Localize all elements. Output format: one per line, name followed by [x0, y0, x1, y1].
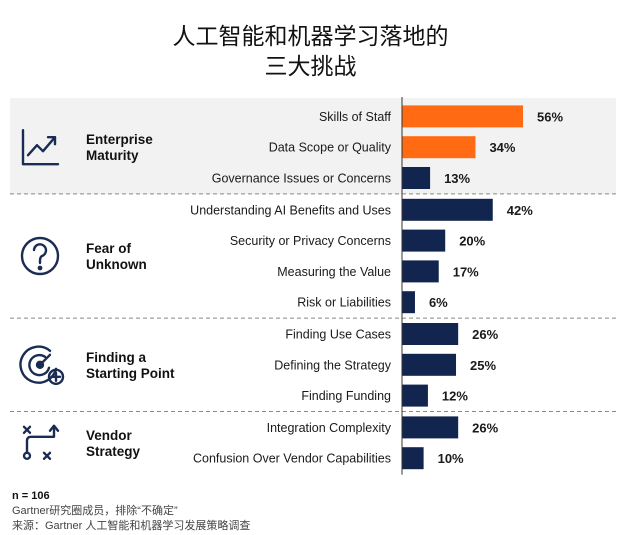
sample-size-note: n = 106 — [12, 490, 50, 502]
category-label-3-0: Integration Complexity — [267, 421, 392, 435]
category-label-2-1: Defining the Strategy — [274, 358, 391, 372]
category-label-1-3: Risk or Liabilities — [297, 296, 391, 310]
category-label-1-2: Measuring the Value — [277, 265, 391, 279]
bar-3-0 — [402, 416, 459, 439]
population-note: Gartner研究圈成员，排除“不确定” — [12, 505, 178, 517]
bar-0-2 — [402, 167, 431, 189]
category-label-2-0: Finding Use Cases — [285, 328, 391, 342]
category-label-1-1: Security or Privacy Concerns — [230, 234, 391, 248]
chart-title: 人工智能和机器学习落地的 三大挑战 — [0, 22, 621, 82]
group-name-1-line-2: Unknown — [86, 257, 147, 272]
bar-2-2 — [402, 384, 428, 407]
group-name-0-line-2: Maturity — [86, 148, 139, 163]
bar-1-2 — [402, 260, 439, 283]
category-label-3-1: Confusion Over Vendor Capabilities — [193, 452, 391, 466]
value-label-1-0: 42% — [507, 203, 533, 218]
value-label-0-2: 13% — [444, 171, 470, 186]
category-label-0-2: Governance Issues or Concerns — [212, 172, 391, 186]
bar-2-0 — [402, 323, 459, 345]
category-label-1-0: Understanding AI Benefits and Uses — [190, 203, 391, 217]
category-label-0-0: Skills of Staff — [319, 110, 392, 124]
value-label-0-0: 56% — [537, 109, 563, 124]
bar-0-1 — [402, 136, 476, 159]
source-note: 来源：Gartner 人工智能和机器学习发展策略调查 — [12, 520, 251, 532]
bar-3-1 — [402, 447, 424, 470]
category-label-2-2: Finding Funding — [301, 389, 391, 403]
bar-0-0 — [402, 105, 523, 128]
group-name-2-line-1: Finding a — [86, 350, 146, 365]
bar-2-1 — [402, 353, 457, 376]
chart-title-line-1: 人工智能和机器学习落地的 — [172, 24, 449, 50]
group-name-3-line-1: Vendor — [86, 428, 133, 443]
question-circle-icon — [20, 236, 60, 276]
value-label-1-1: 20% — [459, 234, 485, 249]
value-label-1-2: 17% — [453, 264, 479, 279]
bar-1-3 — [402, 291, 415, 314]
category-label-0-1: Data Scope or Quality — [269, 141, 392, 155]
group-name-1-line-1: Fear of — [86, 241, 132, 256]
strategy-play-icon — [22, 424, 60, 460]
trend-chart-icon — [21, 128, 60, 166]
group-name-0-line-1: Enterprise — [86, 132, 153, 147]
value-label-2-0: 26% — [472, 327, 498, 342]
value-label-0-1: 34% — [489, 140, 515, 155]
group-name-2-line-2: Starting Point — [86, 366, 175, 381]
value-label-3-1: 10% — [438, 451, 464, 466]
bar-1-0 — [402, 198, 493, 221]
value-label-2-2: 12% — [442, 389, 468, 404]
value-label-3-0: 26% — [472, 420, 498, 435]
value-label-1-3: 6% — [429, 295, 448, 310]
footnotes: n = 106 Gartner研究圈成员，排除“不确定” 来源：Gartner … — [12, 489, 250, 534]
group-name-3-line-2: Strategy — [86, 444, 141, 459]
target-icon — [19, 345, 65, 385]
bar-1-1 — [402, 229, 446, 252]
chart-title-line-2: 三大挑战 — [264, 54, 357, 80]
value-label-2-1: 25% — [470, 358, 496, 373]
